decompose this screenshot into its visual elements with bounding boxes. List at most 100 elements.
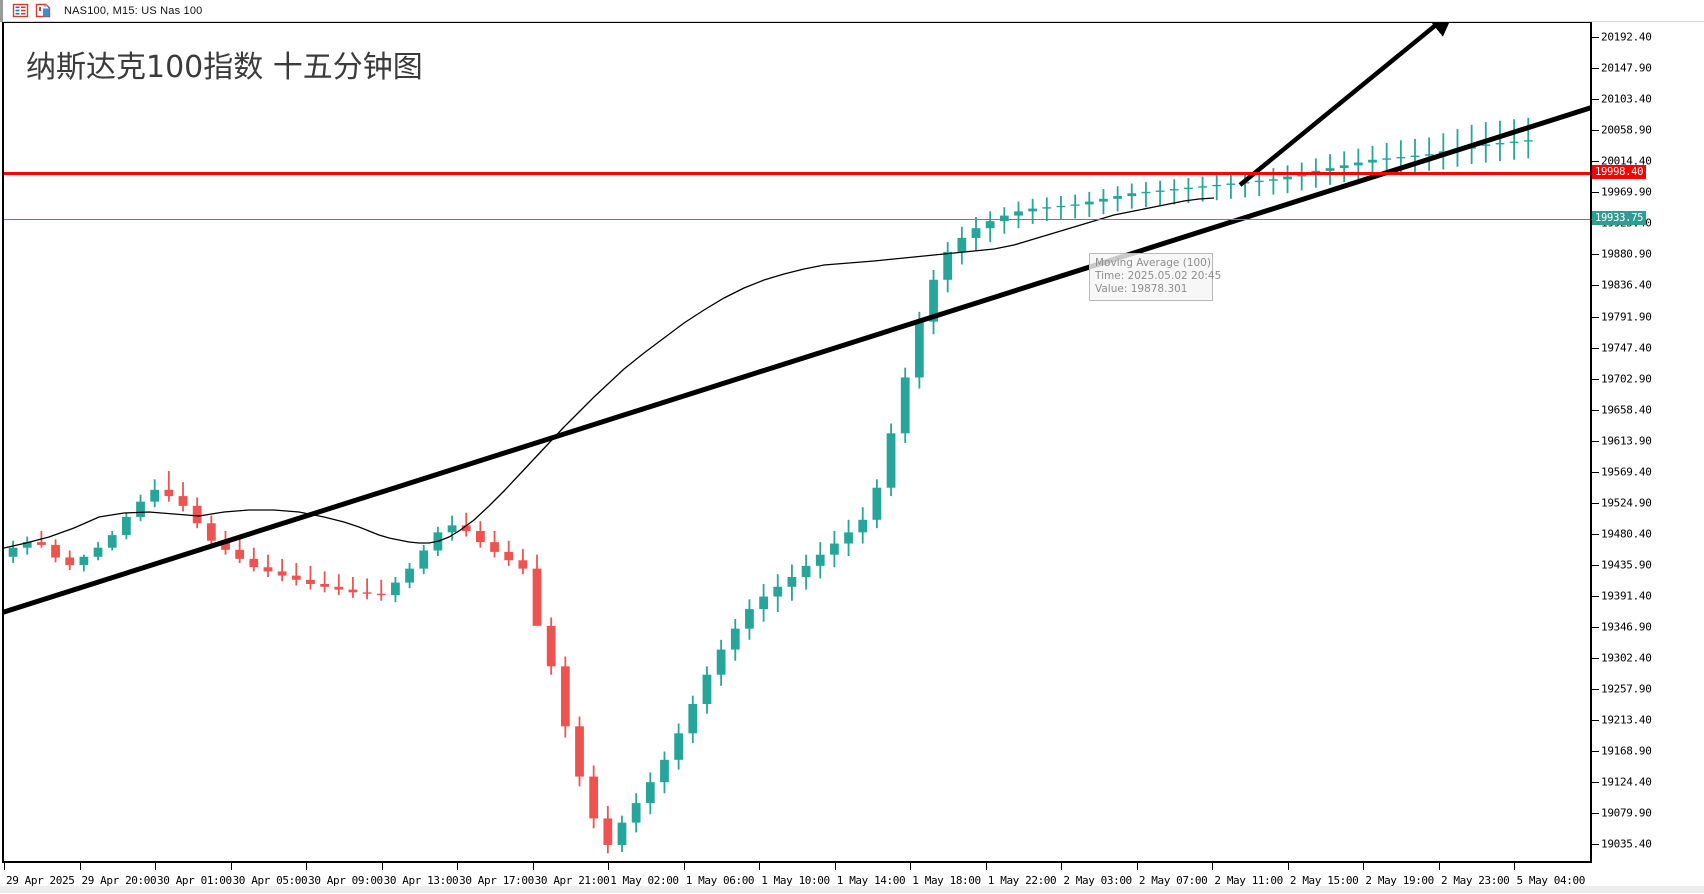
candle-body: [1169, 189, 1179, 191]
candle-wick: [1399, 140, 1402, 174]
current-price-badge[interactable]: 19933.75: [1592, 210, 1647, 225]
candle-body: [121, 517, 131, 536]
candle-wick: [309, 565, 312, 590]
price-tick: [1592, 378, 1599, 380]
candle-wick: [323, 571, 326, 593]
top-toolbar: NAS100, M15: US Nas 100: [0, 0, 1704, 22]
chart-frame[interactable]: Moving Average (100) Time: 2025.05.02 20…: [2, 22, 1590, 862]
candle-wick: [1159, 180, 1161, 206]
price-tick: [1592, 595, 1599, 597]
price-tick: [1592, 502, 1599, 504]
candle-wick: [1527, 117, 1530, 159]
candle-body: [631, 803, 641, 823]
candle-body: [603, 818, 613, 845]
data-window-icon[interactable]: [12, 3, 29, 18]
time-tick-label: 2 May 15:00: [1289, 874, 1359, 887]
candle-wick: [1258, 170, 1261, 197]
projection-arrow[interactable]: [4, 23, 1590, 861]
candle-wick: [1300, 162, 1303, 191]
time-tick: [1438, 863, 1440, 870]
candle-body: [999, 215, 1009, 222]
support-trendline[interactable]: [4, 23, 1590, 861]
candle-wick: [295, 563, 298, 586]
price-tick-label: 20058.90: [1601, 123, 1652, 137]
candle-body: [1184, 187, 1193, 190]
candle-body: [79, 556, 89, 566]
candle-body: [1070, 204, 1080, 206]
time-tick: [457, 863, 459, 870]
price-tick-label: 19079.90: [1601, 806, 1652, 820]
time-tick-label: 1 May 06:00: [685, 874, 755, 887]
candle-body: [1353, 162, 1363, 166]
chart-plot-area[interactable]: Moving Average (100) Time: 2025.05.02 20…: [4, 23, 1590, 861]
price-tick-label: 19880.90: [1601, 247, 1652, 261]
candle-body: [929, 279, 938, 322]
price-tick: [1592, 254, 1599, 256]
candle-wick: [1116, 186, 1119, 212]
price-axis-line: [1590, 22, 1592, 863]
candle-body: [1311, 170, 1321, 174]
time-tick: [79, 863, 81, 870]
price-tick: [1592, 782, 1599, 784]
candle-wick: [1173, 179, 1176, 205]
price-axis[interactable]: 20192.40 20147.90 20103.40 20058.90 20014.40…: [1590, 22, 1704, 863]
candle-body: [1028, 208, 1038, 212]
candle-wick: [167, 470, 170, 502]
candle-body: [461, 525, 471, 531]
candle-body: [1325, 168, 1335, 171]
candle-wick: [281, 558, 284, 582]
candle-body: [22, 542, 32, 548]
price-tick-label: 19791.90: [1601, 310, 1652, 324]
candle-body: [1268, 179, 1278, 181]
candle-wick: [267, 554, 269, 578]
price-tick: [1592, 844, 1599, 846]
time-tick-label: 30 Apr 05:00: [232, 874, 308, 887]
candle-body: [674, 733, 684, 760]
candle-body: [291, 575, 301, 580]
candle-wick: [1045, 197, 1048, 222]
candle-body: [320, 583, 330, 587]
candle-body: [1254, 180, 1264, 183]
candle-body: [702, 674, 712, 705]
time-tick-label: 29 Apr 2025: [6, 874, 75, 887]
current-price-line[interactable]: [4, 218, 1590, 220]
time-tick: [1136, 863, 1138, 870]
candle-wick: [1088, 191, 1091, 217]
time-tick: [381, 863, 383, 870]
time-tick: [155, 863, 157, 870]
price-tick-label: 19168.90: [1601, 744, 1652, 758]
price-tick: [1592, 130, 1599, 132]
time-tick-label: 1 May 14:00: [836, 874, 906, 887]
candle-body: [107, 535, 117, 548]
moving-average-100-line: [4, 197, 1215, 549]
candle-wick: [352, 577, 354, 598]
candle-body: [1368, 159, 1377, 163]
candle-body: [518, 560, 528, 569]
candle-body: [971, 228, 981, 238]
price-tick: [1592, 99, 1599, 101]
candle-body: [391, 582, 400, 596]
candle-wick: [1499, 120, 1501, 162]
resistance-line[interactable]: [4, 172, 1590, 176]
time-tick-label: 30 Apr 01:00: [157, 874, 232, 887]
time-tick-label: 30 Apr 09:00: [308, 874, 383, 887]
candle-body: [858, 519, 868, 533]
candle-body: [475, 530, 485, 543]
candle-body: [334, 586, 344, 590]
resistance-price-badge[interactable]: 19998.40: [1592, 165, 1647, 180]
candle-body: [362, 592, 372, 594]
new-chart-icon[interactable]: [35, 3, 52, 18]
time-tick: [532, 863, 534, 870]
price-tick-label: 19702.90: [1601, 372, 1652, 386]
candle-wick: [1145, 182, 1147, 208]
candle-body: [688, 704, 698, 734]
candle-body: [93, 547, 103, 557]
price-tick-label: 19480.40: [1601, 527, 1652, 541]
price-tick-label: 19569.40: [1601, 465, 1652, 479]
candle-body: [532, 568, 542, 626]
candle-body: [1141, 191, 1151, 194]
candle-body: [178, 496, 188, 506]
bottom-scroll-strip[interactable]: [0, 886, 1704, 893]
time-tick: [608, 863, 610, 870]
